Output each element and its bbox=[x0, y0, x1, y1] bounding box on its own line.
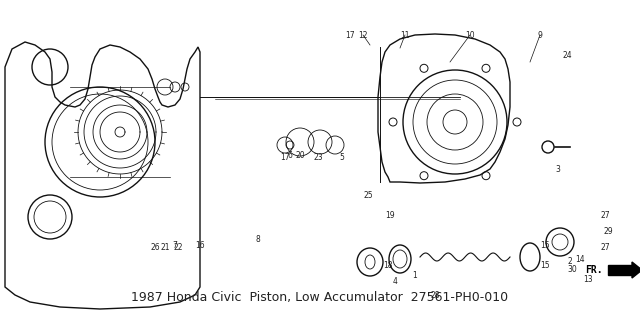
Text: 25: 25 bbox=[363, 191, 373, 199]
Text: 11: 11 bbox=[400, 30, 410, 40]
Text: 22: 22 bbox=[173, 243, 183, 253]
Text: 9: 9 bbox=[538, 30, 543, 40]
Polygon shape bbox=[608, 265, 632, 275]
Text: 27: 27 bbox=[600, 210, 610, 219]
Text: 28: 28 bbox=[430, 290, 440, 300]
Text: 29: 29 bbox=[603, 228, 613, 236]
Text: 2: 2 bbox=[568, 257, 572, 267]
Text: 1987 Honda Civic  Piston, Low Accumulator  27561-PH0-010: 1987 Honda Civic Piston, Low Accumulator… bbox=[131, 291, 509, 304]
Text: 4: 4 bbox=[392, 277, 397, 287]
Text: FR.: FR. bbox=[585, 265, 603, 275]
Text: 26: 26 bbox=[150, 243, 160, 253]
Text: 16: 16 bbox=[195, 241, 205, 249]
Text: 17: 17 bbox=[280, 153, 290, 163]
Text: 20: 20 bbox=[295, 151, 305, 159]
Text: 27: 27 bbox=[600, 243, 610, 253]
Text: 21: 21 bbox=[160, 243, 170, 253]
Text: 8: 8 bbox=[255, 236, 260, 244]
Text: 24: 24 bbox=[562, 50, 572, 60]
Text: 5: 5 bbox=[340, 153, 344, 163]
Text: 10: 10 bbox=[465, 30, 475, 40]
Text: 13: 13 bbox=[583, 275, 593, 284]
Text: 23: 23 bbox=[313, 153, 323, 163]
Text: 6: 6 bbox=[287, 151, 292, 159]
Text: 15: 15 bbox=[540, 261, 550, 269]
Text: 14: 14 bbox=[575, 256, 585, 264]
Text: 3: 3 bbox=[556, 165, 561, 174]
Text: 15: 15 bbox=[540, 241, 550, 249]
Text: 7: 7 bbox=[173, 241, 177, 249]
Text: 18: 18 bbox=[383, 261, 393, 269]
Text: 19: 19 bbox=[385, 210, 395, 219]
Polygon shape bbox=[632, 262, 640, 278]
Text: 30: 30 bbox=[567, 266, 577, 275]
Text: 12: 12 bbox=[358, 30, 368, 40]
Text: 1: 1 bbox=[413, 270, 417, 280]
Text: 17: 17 bbox=[345, 30, 355, 40]
